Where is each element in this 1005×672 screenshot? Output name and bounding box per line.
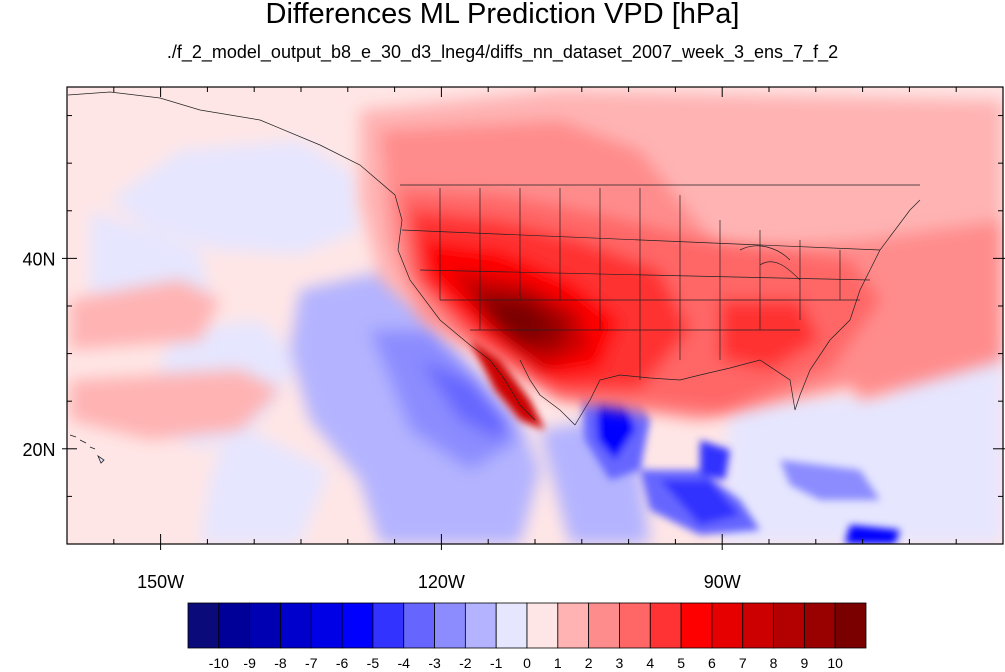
difference-field (67, 87, 1003, 544)
colorbar-swatch (403, 602, 435, 649)
colorbar-label: 7 (739, 655, 747, 671)
colorbar-label: 3 (616, 655, 624, 671)
latitude-axis: 40N 20N (22, 115, 1005, 497)
colorbar-swatch (803, 602, 836, 649)
colorbar-label: 4 (646, 655, 654, 671)
colorbar-label: -2 (459, 655, 472, 671)
colorbar-swatch (249, 602, 281, 649)
colorbar-swatch (680, 602, 713, 649)
colorbar-swatch (280, 602, 312, 649)
colorbar-label: 8 (770, 655, 778, 671)
colorbar-swatch (588, 602, 620, 649)
colorbar-label: 5 (677, 655, 685, 671)
map-subtitle: ./f_2_model_output_b8_e_30_d3_lneg4/diff… (166, 42, 839, 62)
colorbar-label: -9 (243, 655, 256, 671)
colorbar-swatch (711, 602, 744, 649)
lat-tick-label: 40N (22, 249, 55, 269)
lat-tick-label: 20N (22, 440, 55, 460)
colorbar-swatch (526, 602, 559, 649)
colorbar-swatch (834, 602, 867, 649)
lon-tick-label: 150W (137, 572, 184, 592)
colorbar-swatch (495, 602, 528, 649)
colorbar-label: 1 (554, 655, 562, 671)
colorbar-label: -6 (336, 655, 349, 671)
colorbar-swatch (187, 602, 220, 649)
lon-tick-label: 120W (418, 572, 465, 592)
colorbar: -10 -9 -8 -7 -6 -5 -4 -3 -2 -1 0 1 2 3 4 5 6 7 8 9 10 (187, 602, 867, 671)
lon-tick-label: 90W (704, 572, 741, 592)
colorbar-label: 0 (523, 655, 531, 671)
colorbar-swatch (434, 602, 466, 649)
colorbar-swatch (218, 602, 251, 649)
colorbar-label: 9 (800, 655, 808, 671)
map-title: Differences ML Prediction VPD [hPa] (265, 0, 740, 30)
political-boundaries (67, 91, 921, 426)
colorbar-label: -3 (428, 655, 441, 671)
colorbar-swatch (742, 602, 774, 649)
colorbar-swatch (464, 602, 497, 649)
colorbar-swatch (341, 602, 374, 649)
colorbar-swatch (557, 602, 590, 649)
colorbar-swatch (372, 602, 405, 649)
colorbar-swatch (619, 602, 651, 649)
colorbar-swatch (649, 602, 682, 649)
longitude-axis: 150W 120W 90W (113, 87, 957, 592)
colorbar-label: -1 (490, 655, 503, 671)
colorbar-label: -8 (274, 655, 287, 671)
colorbar-label: -7 (305, 655, 318, 671)
colorbar-swatch (773, 602, 805, 649)
hawaii-islands (69, 434, 105, 464)
colorbar-label: 2 (585, 655, 593, 671)
colorbar-label: -10 (209, 655, 229, 671)
colorbar-label: 6 (708, 655, 716, 671)
colorbar-label: -4 (398, 655, 411, 671)
colorbar-label: -5 (367, 655, 380, 671)
colorbar-label: 10 (827, 655, 843, 671)
colorbar-swatch (310, 602, 343, 649)
